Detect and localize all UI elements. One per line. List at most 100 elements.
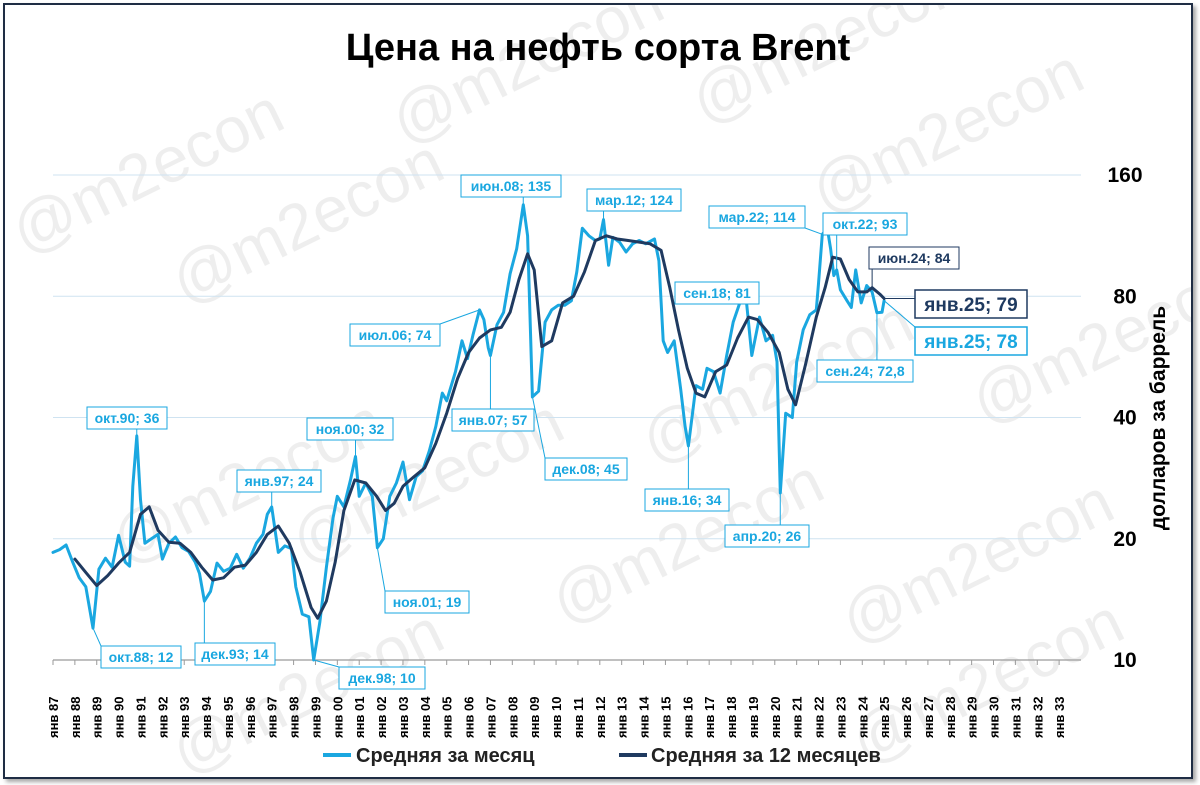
annotation-label: окт.22; 93 (833, 216, 898, 232)
x-tick-label: янв 09 (527, 696, 542, 738)
annotation-box (914, 289, 1028, 319)
x-tick-label: янв 16 (680, 696, 695, 738)
x-tick-label: янв 01 (352, 696, 367, 738)
annotation-label: сен.24; 72,8 (825, 363, 905, 379)
x-tick-label: янв 13 (615, 696, 630, 738)
y-tick-label: 10 (1113, 649, 1136, 672)
x-tick-label: янв 06 (462, 696, 477, 738)
chart-frame: @m2econ @m2econ @m2econ @m2econ @m2econ @m2ec… (3, 3, 1193, 779)
annotation-box (100, 645, 182, 669)
chart-title: Цена на нефть сорта Brent (346, 27, 851, 69)
x-tick-label: янв 20 (768, 696, 783, 738)
x-tick-label: янв 08 (505, 696, 520, 738)
x-tick-label: янв 19 (746, 696, 761, 738)
legend-item-annual: Средняя за 12 месяцев (619, 745, 881, 767)
annotation-box (914, 326, 1028, 356)
annotation-label: дек.08; 45 (552, 461, 619, 477)
annotation-leader (531, 396, 546, 459)
x-tick-label: янв 93 (177, 696, 192, 738)
annotation-box (544, 457, 628, 481)
annotation-leader (439, 309, 480, 325)
annotation-1: окт.88; 12 (92, 627, 182, 669)
x-tick-label: янв 94 (199, 696, 214, 738)
annotation-leader (883, 300, 916, 328)
annotation-box (816, 359, 914, 383)
annotation-box (586, 188, 682, 212)
x-tick-label: янв 96 (243, 696, 258, 738)
x-tick-label: янв 17 (702, 696, 717, 738)
annotation-box (451, 408, 535, 432)
annotation-box (86, 406, 168, 430)
annotation-label: янв.97; 24 (245, 473, 314, 489)
annotation-box (349, 323, 441, 347)
annotation-17: сен.24; 72,8 (816, 312, 914, 383)
x-tick-label: янв 97 (265, 696, 280, 738)
annotation-label: янв.25; 79 (923, 295, 1017, 316)
x-tick-label: янв 03 (396, 696, 411, 738)
annotation-label: дек.98; 10 (348, 670, 415, 686)
annotation-15: мар.22; 114 (708, 205, 823, 235)
x-tick-label: янв 98 (287, 696, 302, 738)
annotation-leader (92, 627, 102, 647)
annotation-box (822, 212, 908, 236)
annotation-label: ноя.00; 32 (316, 421, 385, 437)
annotation-5: дек.98; 10 (313, 659, 426, 690)
annotation-leader (376, 547, 386, 592)
x-tick-label: янв 87 (46, 696, 61, 738)
annotation-8: янв.07; 57 (451, 355, 535, 432)
brent-chart: @m2econ@m2econ@m2econ @m2econ@m2econ@m2ec… (5, 5, 1191, 777)
annotation-box (236, 469, 322, 493)
annotation-label: мар.22; 114 (718, 209, 795, 225)
y-tick-label: 160 (1107, 164, 1142, 187)
annotation-label: дек.93; 14 (201, 646, 268, 662)
annotation-label: июн.24; 84 (878, 250, 951, 266)
annotation-label: июл.06; 74 (359, 327, 432, 343)
annotation-label: мар.12; 124 (595, 192, 673, 208)
x-tick-label: янв 05 (440, 696, 455, 738)
x-tick-label: янв 30 (987, 696, 1002, 738)
series-line-annual (73, 234, 886, 620)
annotation-18: июн.24; 84 (868, 246, 960, 288)
annotation-leader (804, 227, 823, 235)
annotation-19: янв.25; 79 (884, 289, 1028, 319)
annotation-label: апр.20; 26 (733, 528, 802, 544)
x-tick-label: янв 10 (549, 696, 564, 738)
annotation-label: окт.88; 12 (109, 649, 174, 665)
annotation-14: апр.20; 26 (724, 492, 810, 548)
x-tick-label: янв 27 (921, 696, 936, 738)
annotation-label: ноя.01; 19 (393, 594, 462, 610)
x-tick-label: янв 12 (593, 696, 608, 738)
annotations-layer: окт.90; 36 окт.88; 12 янв.97; 24 дек.93; 14… (86, 174, 1028, 690)
x-tick-label: янв 90 (112, 696, 127, 738)
x-tick-label: янв 24 (855, 696, 870, 738)
annotation-label: сен.18; 81 (683, 285, 751, 301)
x-tick-label: янв 11 (571, 697, 586, 738)
annotation-box (708, 205, 806, 229)
annotation-label: янв.25; 78 (923, 332, 1017, 353)
annotation-9: июн.08; 135 (460, 174, 562, 205)
x-tick-label: янв 18 (724, 696, 739, 738)
x-tick-label: янв 22 (812, 696, 827, 738)
x-axis: янв 87 янв 88 янв 89 янв 90 янв 91 янв 92 янв … (46, 660, 1067, 738)
annotation-label: июн.08; 135 (471, 178, 552, 194)
x-tick-label: янв 04 (418, 696, 433, 738)
annotation-10: дек.08; 45 (531, 396, 628, 481)
x-tick-label: янв 07 (483, 696, 498, 738)
annotation-box (306, 417, 394, 441)
x-tick-label: янв 00 (330, 696, 345, 738)
y-axis-ticks: 10 20 40 80 160 (1107, 164, 1142, 672)
x-tick-label: янв 29 (965, 696, 980, 738)
annotation-box (674, 281, 760, 305)
x-tick-label: янв 21 (790, 696, 805, 738)
legend: Средняя за месяц Средняя за 12 месяцев (323, 745, 881, 767)
annotation-box (724, 524, 810, 548)
annotation-7: июл.06; 74 (349, 309, 480, 347)
x-tick-label: янв 15 (658, 696, 673, 738)
x-tick-label: янв 99 (308, 696, 323, 738)
x-tick-label: янв 88 (68, 696, 83, 738)
watermark-layer: @m2econ@m2econ@m2econ @m2econ@m2econ@m2ec… (5, 5, 1191, 777)
x-tick-label: янв 92 (155, 696, 170, 738)
x-tick-label: янв 25 (877, 696, 892, 738)
x-tick-label: янв 02 (374, 696, 389, 738)
annotation-label: окт.90; 36 (95, 410, 160, 426)
